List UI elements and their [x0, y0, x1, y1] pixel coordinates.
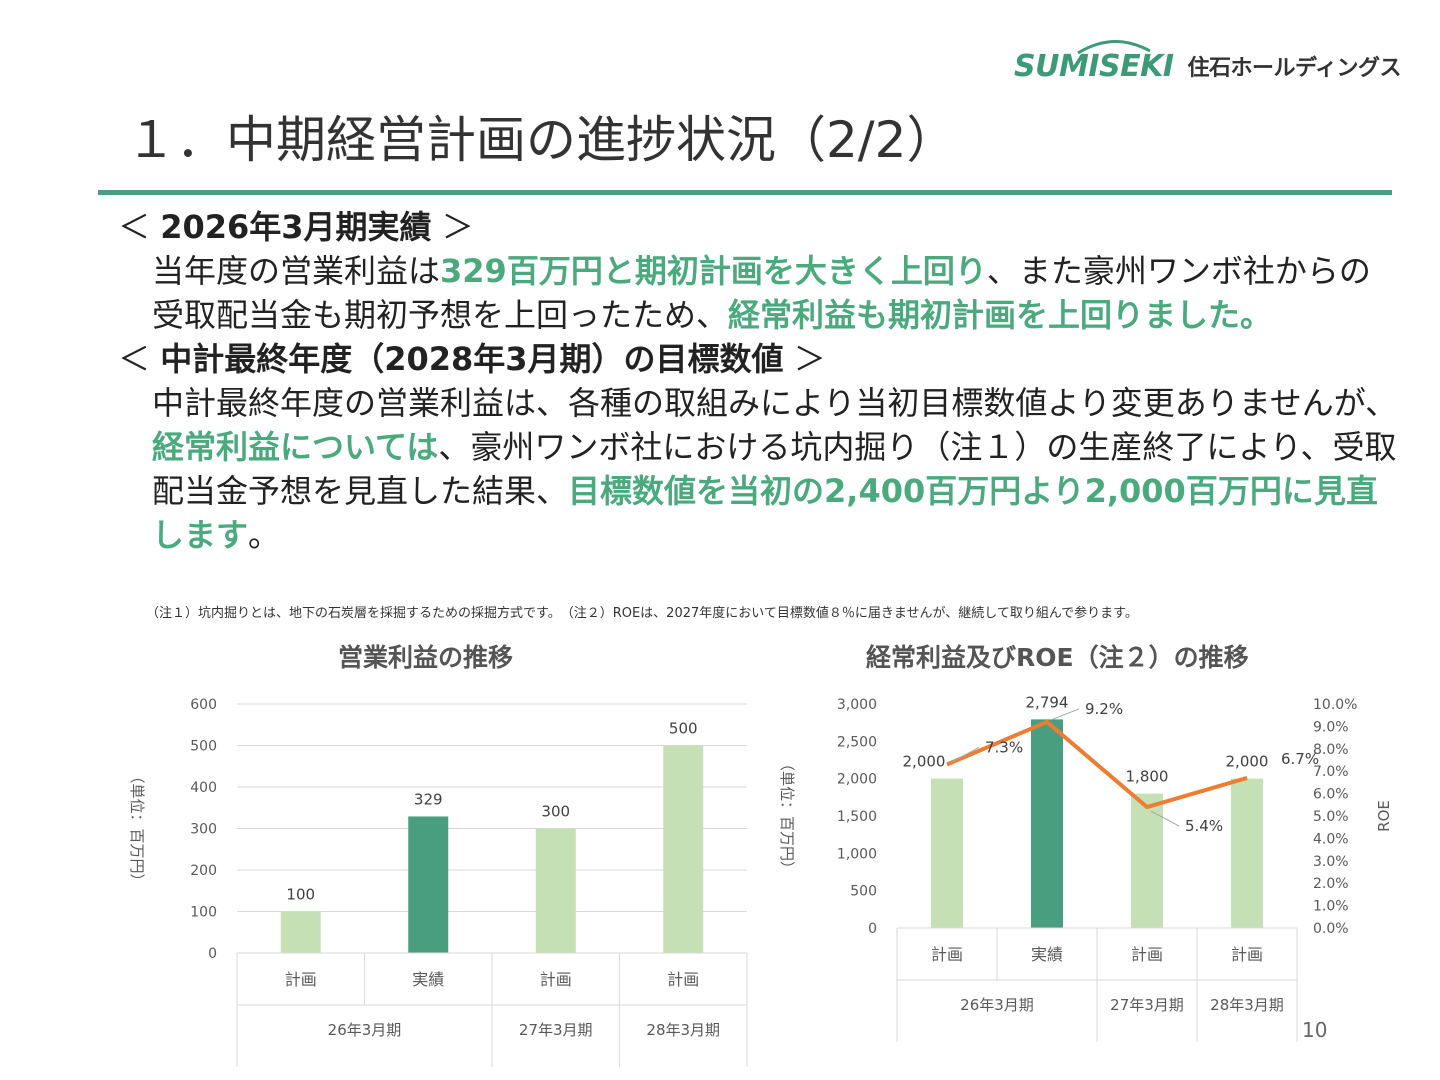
roe-leader-line	[950, 747, 980, 763]
ordinary-profit-roe-chart: 0 500 1,000 1,500 2,000 2,500 3,000 （単位：百万円） 2,0…	[778, 693, 1393, 1042]
text-run: 。	[248, 516, 281, 554]
y-tick-label: 500	[190, 739, 217, 755]
highlight-text: 目標数値を当初の2,400百万円より2,000百万円に見直します	[152, 472, 1378, 554]
y2-tick-label: 2.0%	[1313, 876, 1349, 892]
bar	[1131, 793, 1163, 928]
roe-value-label: 6.7%	[1281, 750, 1319, 768]
y2-tick-label: 3.0%	[1313, 854, 1349, 870]
section-heading-label: 2026年3月期実績	[160, 208, 432, 246]
bracket-open: ＜	[118, 208, 161, 246]
y-tick-label: 600	[190, 697, 217, 713]
y-tick-label: 1,500	[837, 809, 877, 825]
bar-value-label: 329	[414, 790, 443, 808]
y-tick-label: 1,000	[837, 846, 877, 862]
bracket-open: ＜	[118, 340, 161, 378]
highlight-text: 経常利益も期初計画を上回りました。	[728, 296, 1273, 334]
y2-tick-label: 6.0%	[1313, 787, 1349, 803]
body-text: ＜ 2026年3月期実績 ＞ 当年度の営業利益は329百万円と期初計画を大きく上…	[118, 205, 1408, 557]
section-heading-targets: ＜ 中計最終年度（2028年3月期）の目標数値 ＞	[118, 337, 1408, 381]
y2-tick-label: 1.0%	[1313, 899, 1349, 915]
bar-value-label: 300	[541, 803, 570, 821]
group-label: 26年3月期	[328, 1021, 402, 1039]
bar	[1031, 719, 1063, 928]
category-label: 計画	[285, 970, 317, 989]
y-tick-label: 100	[190, 905, 217, 921]
category-label: 計画	[1231, 945, 1263, 964]
bar-value-label: 2,000	[903, 753, 946, 771]
y-tick-label: 2,500	[837, 734, 877, 750]
page-title: １．中期経営計画の進捗状況（2/2）	[126, 111, 957, 169]
y2-tick-label: 4.0%	[1313, 831, 1349, 847]
targets-paragraph: 中計最終年度の営業利益は、各種の取組みにより当初目標数値より変更ありませんが、経…	[152, 381, 1398, 557]
bar	[280, 911, 321, 953]
y2-axis-label: ROE	[1375, 800, 1393, 832]
bar	[535, 828, 576, 953]
y2-tick-label: 5.0%	[1313, 809, 1349, 825]
bracket-close: ＞	[431, 208, 474, 246]
logo-arc-icon	[1077, 39, 1151, 54]
y2-tick-label: 10.0%	[1313, 697, 1357, 713]
category-label: 計画	[1131, 945, 1163, 964]
roe-leader-line	[1150, 810, 1180, 827]
operating-profit-chart: 0 100 200 300 400 500 600 （単位：百万円） 100 329 300 500 計…	[128, 697, 748, 1067]
roe-value-label: 9.2%	[1085, 700, 1123, 718]
y-tick-label: 400	[190, 780, 217, 796]
group-label: 27年3月期	[519, 1021, 593, 1039]
y2-tick-label: 0.0%	[1313, 921, 1349, 937]
y-tick-label: 2,000	[837, 772, 877, 788]
bar	[408, 816, 449, 953]
y-tick-label: 300	[190, 822, 217, 838]
y-tick-label: 500	[850, 884, 877, 900]
group-label: 27年3月期	[1110, 996, 1184, 1014]
bar-value-label: 2,794	[1026, 693, 1069, 711]
text-run: 中計最終年度の営業利益は、各種の取組みにより当初目標数値より変更ありませんが、	[152, 384, 1398, 422]
logo-mark-text: SUMISEKI	[1014, 48, 1174, 84]
bar-value-label: 2,000	[1226, 753, 1269, 771]
category-label: 実績	[412, 970, 444, 989]
y-tick-label: 3,000	[837, 697, 877, 713]
roe-value-label: 5.4%	[1185, 817, 1223, 835]
group-label: 26年3月期	[960, 996, 1034, 1014]
text-run: 当年度の営業利益は	[152, 252, 441, 290]
group-label: 28年3月期	[1210, 996, 1284, 1014]
bar	[931, 778, 963, 928]
logo-company-name: 住石ホールディングス	[1187, 56, 1402, 81]
bar	[663, 745, 704, 953]
roe-leader-line	[1050, 708, 1080, 721]
title-divider	[98, 190, 1392, 195]
y-tick-label: 0	[868, 921, 877, 937]
roe-value-label: 7.3%	[985, 738, 1023, 756]
bar-value-label: 500	[669, 720, 698, 738]
logo-mark: SUMISEKI	[1014, 39, 1174, 84]
text-run: 、豪州ワンボ社における坑内掘り（注１）の生産終了により、受取配当金予想を見直した…	[152, 428, 1397, 510]
text-run: 、また豪州ワンボ社からの受取配当金も期初予想を上回ったため、	[152, 252, 1371, 334]
category-label: 実績	[1031, 945, 1063, 964]
y-tick-label: 0	[208, 946, 217, 962]
y-axis-label: （単位：百万円）	[128, 768, 146, 888]
category-label: 計画	[540, 970, 572, 989]
category-label: 計画	[667, 970, 699, 989]
y-tick-label: 200	[190, 863, 217, 879]
y-axis-label: （単位：百万円）	[778, 756, 796, 876]
company-logo: SUMISEKI 住石ホールディングス	[1014, 39, 1402, 84]
category-label: 計画	[931, 945, 963, 964]
highlight-text: 経常利益については	[152, 428, 439, 466]
highlight-text: 329百万円と期初計画を大きく上回り	[440, 252, 987, 290]
bar-value-label: 100	[286, 886, 315, 904]
group-label: 28年3月期	[646, 1021, 720, 1039]
bar-value-label: 1,800	[1126, 768, 1169, 786]
chart-title-operating-profit: 営業利益の推移	[338, 643, 514, 672]
y2-tick-label: 8.0%	[1313, 742, 1349, 758]
page-number: 10	[1302, 1018, 1328, 1042]
chart-title-ordinary-profit-roe: 経常利益及びROE（注２）の推移	[866, 643, 1249, 672]
roe-line	[946, 719, 1248, 810]
section-heading-label: 中計最終年度（2028年3月期）の目標数値	[160, 340, 784, 378]
section-heading-results: ＜ 2026年3月期実績 ＞	[118, 205, 1408, 249]
bracket-close: ＞	[783, 340, 826, 378]
footnote: （注１）坑内掘りとは、地下の石炭層を採掘するための採掘方式です。 （注２）ROE…	[146, 606, 1138, 621]
bar	[1231, 778, 1263, 928]
y2-tick-label: 9.0%	[1313, 719, 1349, 735]
results-paragraph: 当年度の営業利益は329百万円と期初計画を大きく上回り、また豪州ワンボ社からの受…	[152, 249, 1398, 337]
y2-tick-label: 7.0%	[1313, 764, 1349, 780]
